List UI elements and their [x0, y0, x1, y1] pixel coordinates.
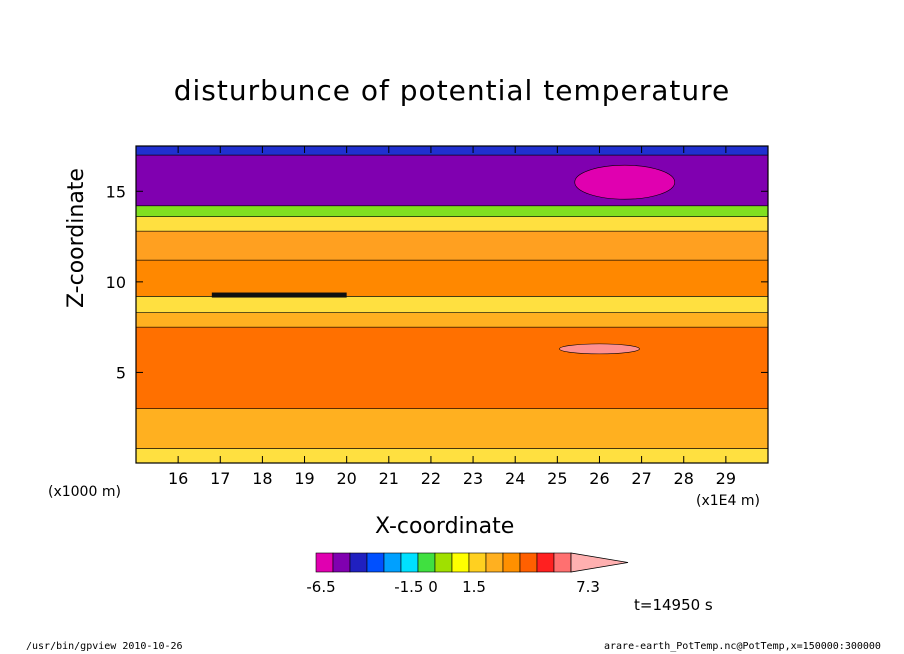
colorbar-tick-label: 1.5 [462, 578, 486, 596]
y-axis-label: Z-coordinate [64, 168, 89, 308]
colorbar-swatch [553, 552, 572, 573]
x-tick-label: 19 [294, 469, 314, 488]
x-tick-label: 20 [336, 469, 356, 488]
colorbar-swatch [451, 552, 470, 573]
colorbar-swatch [366, 552, 385, 573]
time-label: t=14950 s [634, 596, 713, 614]
colorbar-swatch [417, 552, 436, 573]
x-tick-label: 27 [631, 469, 651, 488]
colorbar-swatch [485, 552, 504, 573]
cold-streak [211, 292, 347, 298]
x-tick-label: 22 [421, 469, 441, 488]
colorbar-swatch [434, 552, 453, 573]
footer-right: arare-earth_PotTemp.nc@PotTemp,x=150000:… [604, 641, 881, 652]
colorbar-swatch [400, 552, 419, 573]
y-tick-label: 10 [106, 273, 126, 292]
contour-layer-1 [135, 408, 769, 449]
plot-frame [135, 145, 769, 464]
colorbar-swatch [519, 552, 538, 573]
contour-layer-5 [135, 259, 769, 297]
contour-layer-8 [135, 205, 769, 217]
colorbar-tick-label: -1.5 0 [394, 578, 438, 596]
x-tick-label: 29 [716, 469, 736, 488]
colorbar-swatch [383, 552, 402, 573]
contour-layer-4 [135, 296, 769, 313]
footer-left: /usr/bin/gpview 2010-10-26 [26, 641, 183, 652]
colorbar-tick-label: 7.3 [576, 578, 600, 596]
x-tick-label: 23 [463, 469, 483, 488]
chart-title: disturbunce of potential temperature [173, 74, 731, 107]
y-unit-label: (x1000 m) [48, 484, 121, 500]
contour-layer-0 [135, 448, 769, 464]
x-tick-label: 28 [674, 469, 694, 488]
x-tick-label: 17 [210, 469, 230, 488]
contour-layer-2 [135, 326, 769, 409]
colorbar-tick-label: -6.5 [306, 578, 335, 596]
colorbar-swatch [332, 552, 351, 573]
x-axis-label: X-coordinate [375, 514, 515, 539]
x-unit-label: (x1E4 m) [696, 493, 760, 509]
colorbar-swatch [536, 552, 555, 573]
colorbar-swatch [315, 552, 334, 573]
x-tick-label: 21 [379, 469, 399, 488]
contour-layer-7 [135, 216, 769, 232]
colorbar-swatch [502, 552, 521, 573]
contour-layer-3 [135, 312, 769, 328]
colorbar-arrow [570, 552, 629, 573]
x-tick-label: 24 [505, 469, 525, 488]
colorbar-swatch [349, 552, 368, 573]
x-tick-label: 25 [547, 469, 567, 488]
y-tick-label: 15 [106, 182, 126, 201]
colorbar-swatch [468, 552, 487, 573]
x-tick-label: 18 [252, 469, 272, 488]
x-tick-label: 16 [168, 469, 188, 488]
y-tick-label: 5 [116, 363, 126, 382]
x-tick-label: 26 [589, 469, 609, 488]
minimum-core [574, 164, 676, 200]
contour-layer-6 [135, 230, 769, 261]
contour-layer-10 [135, 145, 769, 156]
maximum-core [559, 343, 640, 355]
